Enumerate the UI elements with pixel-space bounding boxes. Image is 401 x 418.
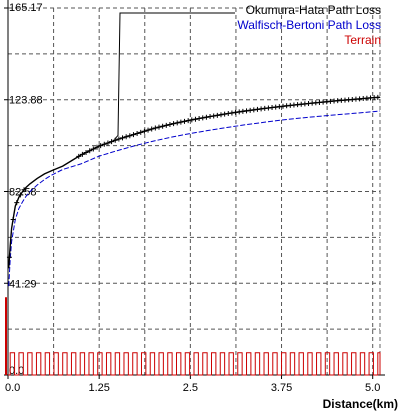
okumura-hata-marker: [10, 216, 16, 222]
y-tick-label: 123.88: [9, 95, 43, 107]
series-terrain-line: [8, 352, 381, 376]
okumura-hata-marker: [149, 126, 155, 132]
okumura-hata-marker: [123, 134, 129, 140]
okumura-hata-marker: [185, 118, 191, 124]
okumura-hata-marker: [152, 125, 158, 131]
okumura-hata-marker: [76, 153, 82, 159]
annotation-layer: [114, 12, 235, 140]
okumura-hata-marker: [87, 148, 93, 154]
okumura-hata-marker: [203, 114, 209, 120]
series-okumura-hata-markers: [6, 94, 381, 260]
okumura-hata-marker: [218, 112, 224, 118]
okumura-hata-marker: [229, 110, 235, 116]
okumura-hata-marker: [116, 136, 122, 142]
okumura-hata-marker: [138, 129, 144, 135]
okumura-hata-marker: [17, 192, 23, 198]
okumura-hata-marker: [182, 118, 188, 124]
x-tick-label: 0.0: [5, 382, 20, 394]
okumura-hata-marker: [225, 110, 231, 116]
okumura-hata-marker: [196, 116, 202, 122]
annotation-leader-line: [114, 12, 235, 140]
okumura-hata-marker: [375, 94, 381, 100]
legend-entry: Terrain: [344, 33, 381, 47]
okumura-hata-marker: [134, 130, 140, 136]
okumura-hata-marker: [200, 115, 206, 121]
legend-entry: Walfisch-Bertoni Path Loss: [237, 18, 381, 32]
okumura-hata-marker: [105, 140, 111, 146]
okumura-hata-marker: [192, 116, 198, 122]
y-tick-label: 165.17: [9, 2, 43, 14]
okumura-hata-marker: [222, 111, 228, 117]
okumura-hata-marker: [211, 113, 217, 119]
okumura-hata-marker: [178, 119, 184, 125]
grid-layer: [8, 7, 381, 375]
okumura-hata-marker: [167, 121, 173, 127]
okumura-hata-marker: [109, 139, 115, 145]
okumura-hata-marker: [240, 108, 246, 114]
okumura-hata-marker: [127, 133, 133, 139]
okumura-hata-marker: [14, 200, 20, 206]
series-walfisch-bertoni-line: [8, 110, 381, 287]
x-tick-label: 5.0: [365, 382, 380, 394]
okumura-hata-marker: [189, 117, 195, 123]
okumura-hata-marker: [101, 141, 107, 147]
okumura-hata-marker: [156, 124, 162, 130]
okumura-hata-marker: [6, 254, 12, 260]
okumura-hata-marker: [233, 109, 239, 115]
x-tick-label: 2.5: [183, 382, 198, 394]
okumura-hata-marker: [145, 127, 151, 133]
okumura-hata-marker: [90, 146, 96, 152]
y-tick-label: 0.0: [9, 365, 24, 377]
okumura-hata-marker: [207, 114, 213, 120]
x-tick-label: 3.75: [271, 382, 292, 394]
okumura-hata-marker: [79, 151, 85, 157]
series-layer: [5, 94, 381, 376]
legend-entry: Okumura-Hata Path Loss: [246, 3, 381, 17]
okumura-hata-marker: [171, 121, 177, 127]
x-axis-label: Distance(km): [323, 397, 398, 411]
y-tick-label: 41.29: [9, 278, 37, 290]
okumura-hata-marker: [120, 135, 126, 141]
okumura-hata-marker: [141, 128, 147, 134]
okumura-hata-marker: [130, 132, 136, 138]
okumura-hata-marker: [98, 143, 104, 149]
okumura-hata-marker: [21, 187, 27, 193]
okumura-hata-marker: [214, 112, 220, 118]
okumura-hata-marker: [160, 123, 166, 129]
okumura-hata-marker: [236, 109, 242, 115]
okumura-hata-marker: [163, 122, 169, 128]
okumura-hata-marker: [83, 150, 89, 156]
x-tick-label: 1.25: [88, 382, 109, 394]
okumura-hata-marker: [94, 144, 100, 150]
okumura-hata-marker: [174, 120, 180, 126]
